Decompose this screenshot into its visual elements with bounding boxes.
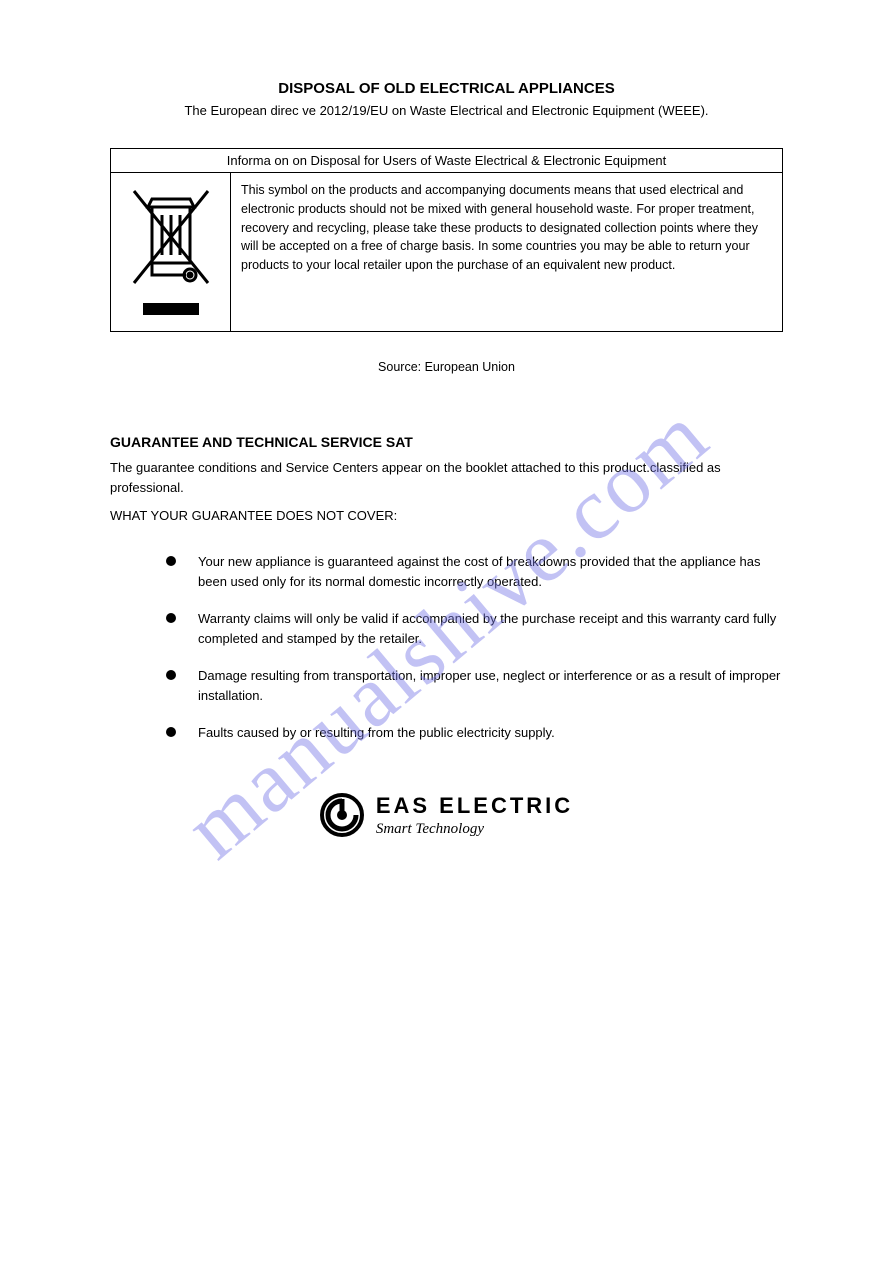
brand-logo: EAS ELECTRIC Smart Technology [110, 793, 783, 838]
weee-symbol-cell [111, 173, 231, 331]
bullet-icon [166, 727, 176, 737]
bullet-icon [166, 670, 176, 680]
section-p1: The guarantee conditions and Service Cen… [110, 458, 783, 498]
table-body: This symbol on the products and accompan… [111, 173, 782, 331]
list-item: Damage resulting from transportation, im… [166, 666, 783, 705]
list-item: Warranty claims will only be valid if ac… [166, 609, 783, 648]
weee-bar-icon [143, 303, 199, 315]
source-label: Source: European Union [110, 360, 783, 374]
weee-bin-icon [128, 185, 214, 295]
bullet-list: Your new appliance is guaranteed against… [110, 552, 783, 743]
table-body-text: This symbol on the products and accompan… [231, 173, 782, 331]
brand-mark-icon [320, 793, 364, 837]
page-subtitle: The European direc ve 2012/19/EU on Wast… [110, 103, 783, 118]
brand-tagline: Smart Technology [376, 821, 573, 838]
section-heading: GUARANTEE AND TECHNICAL SERVICE SAT [110, 434, 783, 450]
table-header: Informa on on Disposal for Users of Wast… [111, 149, 782, 173]
list-item: Faults caused by or resulting from the p… [166, 723, 783, 743]
bullet-icon [166, 556, 176, 566]
bullet-text: Warranty claims will only be valid if ac… [198, 609, 783, 648]
section-p2: WHAT YOUR GUARANTEE DOES NOT COVER: [110, 506, 783, 526]
bullet-icon [166, 613, 176, 623]
page-title: DISPOSAL OF OLD ELECTRICAL APPLIANCES [110, 80, 783, 97]
bullet-text: Your new appliance is guaranteed against… [198, 552, 783, 591]
bullet-text: Damage resulting from transportation, im… [198, 666, 783, 705]
brand-name: EAS ELECTRIC [376, 793, 573, 819]
list-item: Your new appliance is guaranteed against… [166, 552, 783, 591]
disposal-table: Informa on on Disposal for Users of Wast… [110, 148, 783, 332]
bullet-text: Faults caused by or resulting from the p… [198, 723, 555, 743]
